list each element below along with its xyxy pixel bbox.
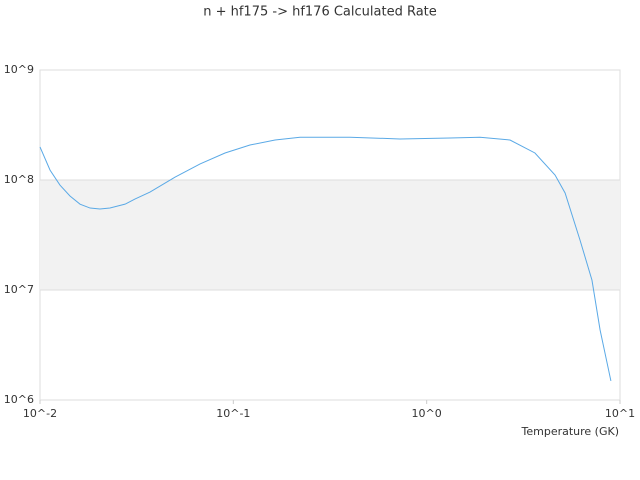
grid-band: [40, 180, 620, 290]
y-tick-label: 10^9: [4, 63, 34, 76]
x-tick-label: 10^-1: [216, 407, 250, 420]
data-line: [39, 136, 612, 382]
x-tick-label: 10^-2: [23, 407, 57, 420]
x-tick-label: 10^0: [412, 407, 442, 420]
y-tick-label: 10^6: [4, 393, 34, 406]
y-tick-label: 10^8: [4, 173, 34, 186]
chart-title: n + hf175 -> hf176 Calculated Rate: [203, 5, 437, 20]
x-axis-label: Temperature (GK): [521, 425, 620, 438]
y-tick-label: 10^7: [4, 283, 34, 296]
x-tick-label: 10^1: [605, 407, 635, 420]
